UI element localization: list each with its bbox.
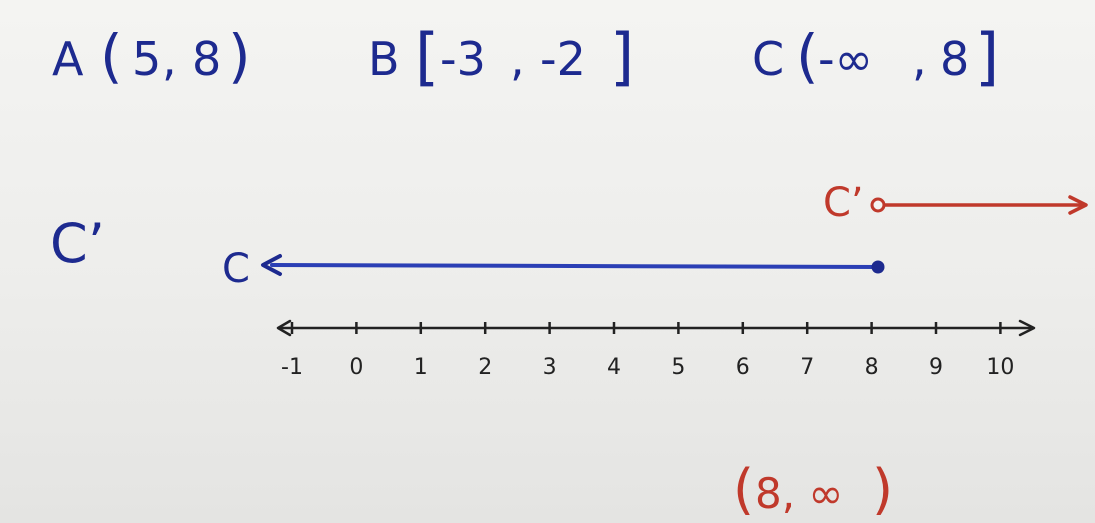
- ray-cprime-open-dot: [870, 197, 886, 213]
- ray-c-closed-dot: [871, 260, 885, 274]
- interval-a-comma: ,: [162, 32, 177, 86]
- interval-a: A ( 5 , 8 ): [52, 22, 251, 90]
- ray-cprime-arrowhead: [1068, 195, 1088, 215]
- number-line-right-arrow: [1018, 319, 1036, 337]
- interval-c-comma: ,: [912, 32, 927, 86]
- tick-label: 1: [414, 355, 428, 380]
- tick-label: 6: [736, 355, 750, 380]
- complement-label: C’: [50, 212, 105, 275]
- tick-label: 3: [543, 355, 557, 380]
- ray-cprime-label: C’: [823, 180, 864, 226]
- number-line-ticks: -1 0 1 2 3 4 5 6 7 8 9 10: [281, 322, 1014, 380]
- interval-b-end: -2: [540, 32, 586, 86]
- interval-a-end: 8: [192, 32, 221, 86]
- ray-c-label: C: [222, 246, 250, 292]
- ray-c: C: [222, 246, 885, 292]
- answer-open: (: [733, 458, 754, 521]
- ray-cprime: C’: [823, 180, 1088, 226]
- interval-b-start: -3: [440, 32, 486, 86]
- interval-b-letter: B: [368, 32, 400, 86]
- interval-a-close: ): [228, 22, 251, 90]
- interval-c-letter: C: [752, 32, 784, 86]
- tick-label: -1: [281, 355, 303, 380]
- interval-c-close: ]: [975, 20, 999, 93]
- interval-a-letter: A: [52, 32, 84, 86]
- tick-label: 8: [865, 355, 879, 380]
- tick-label: 4: [607, 355, 621, 380]
- ray-c-arrowhead: [261, 254, 282, 276]
- interval-c-end: 8: [940, 32, 969, 86]
- interval-b-open: [: [415, 20, 439, 93]
- tick-label: 9: [929, 355, 943, 380]
- answer-close: ): [872, 458, 893, 521]
- interval-b: B [ -3 , -2 ]: [368, 20, 634, 93]
- interval-a-start: 5: [132, 32, 161, 86]
- answer-text: 8, ∞: [755, 469, 843, 518]
- number-line-left-arrow: [276, 319, 292, 337]
- interval-b-comma: ,: [510, 32, 525, 86]
- ray-c-line: [270, 263, 880, 269]
- interval-a-open: (: [100, 22, 123, 90]
- interval-c: C ( -∞ , 8 ]: [752, 20, 999, 93]
- interval-b-close: ]: [610, 20, 634, 93]
- interval-c-start: -∞: [818, 32, 873, 86]
- tick-label: 2: [478, 355, 492, 380]
- tick-label: 10: [986, 355, 1014, 380]
- answer: ( 8, ∞ ): [733, 458, 893, 521]
- tick-label: 5: [671, 355, 685, 380]
- interval-c-open: (: [796, 22, 819, 90]
- number-line: -1 0 1 2 3 4 5 6 7 8 9 10: [276, 319, 1036, 380]
- tick-label: 0: [349, 355, 363, 380]
- tick-label: 7: [800, 355, 814, 380]
